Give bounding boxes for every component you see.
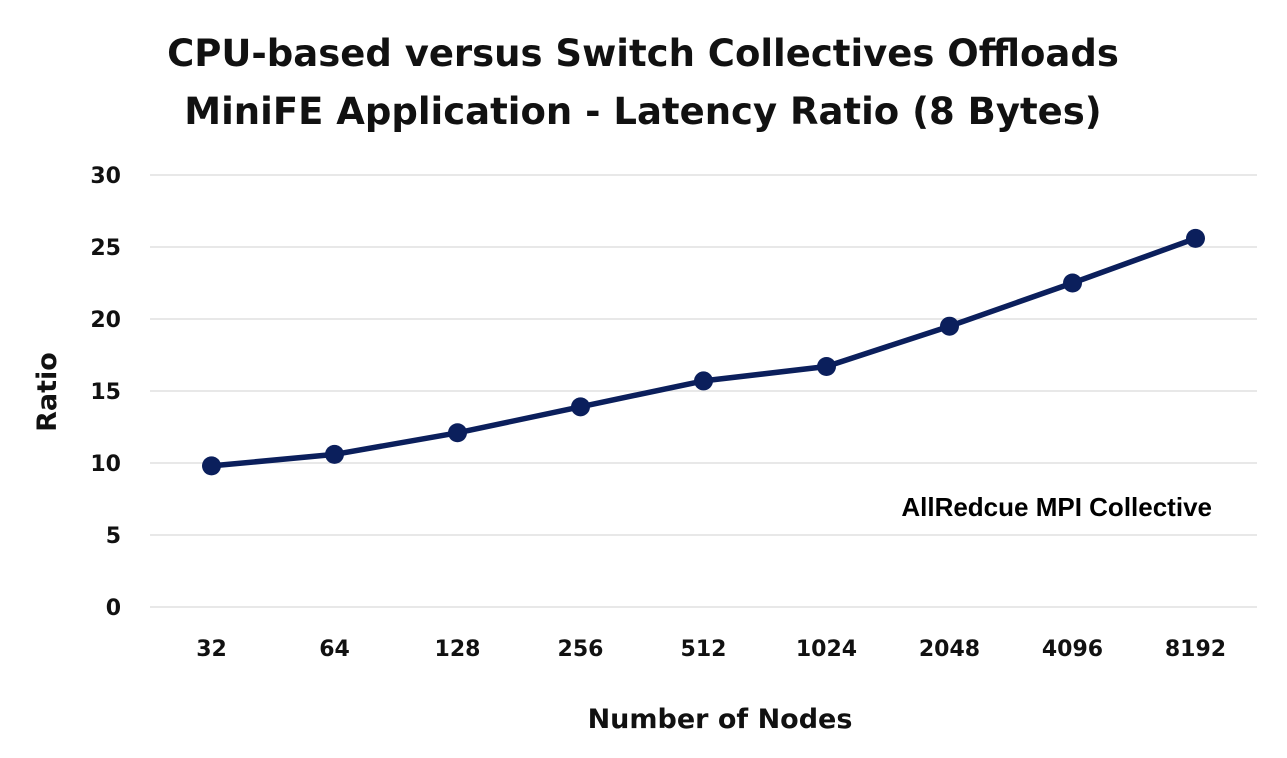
y-tick-label: 0 <box>106 596 121 621</box>
x-axis-title: Number of Nodes <box>588 704 853 735</box>
series-line <box>208 235 1199 469</box>
series-layer <box>202 228 1205 476</box>
x-tick-label: 512 <box>681 637 727 662</box>
data-point <box>325 444 344 464</box>
x-tick-label: 8192 <box>1165 637 1226 662</box>
y-axis-tick-labels: 0 5 10 15 20 25 30 <box>90 164 121 621</box>
y-tick-label: 15 <box>90 380 121 405</box>
gridlines <box>150 174 1257 608</box>
y-tick-label: 20 <box>90 308 121 333</box>
y-axis-title: Ratio <box>32 352 63 432</box>
data-point <box>694 371 713 391</box>
y-tick-label: 30 <box>90 164 121 189</box>
series-annotation: AllRedcue MPI Collective <box>901 492 1212 522</box>
data-point <box>202 456 221 476</box>
data-point <box>1186 228 1205 248</box>
x-tick-label: 128 <box>435 637 481 662</box>
y-tick-label: 5 <box>106 524 121 549</box>
x-tick-label: 32 <box>196 637 227 662</box>
data-point <box>1063 273 1082 293</box>
data-point <box>448 423 467 443</box>
x-tick-label: 1024 <box>796 637 857 662</box>
chart-title-line-2: MiniFE Application - Latency Ratio (8 By… <box>184 90 1101 133</box>
y-tick-label: 25 <box>90 236 121 261</box>
data-point <box>817 357 836 377</box>
x-tick-label: 2048 <box>919 637 980 662</box>
data-point <box>571 397 590 417</box>
chart-title-line-1: CPU-based versus Switch Collectives Offl… <box>167 32 1119 75</box>
data-point <box>940 316 959 336</box>
x-tick-label: 64 <box>319 637 350 662</box>
x-tick-label: 256 <box>558 637 604 662</box>
x-tick-label: 4096 <box>1042 637 1103 662</box>
x-axis-tick-labels: 32 64 128 256 512 1024 2048 4096 8192 <box>196 637 1226 662</box>
y-tick-label: 10 <box>90 452 121 477</box>
